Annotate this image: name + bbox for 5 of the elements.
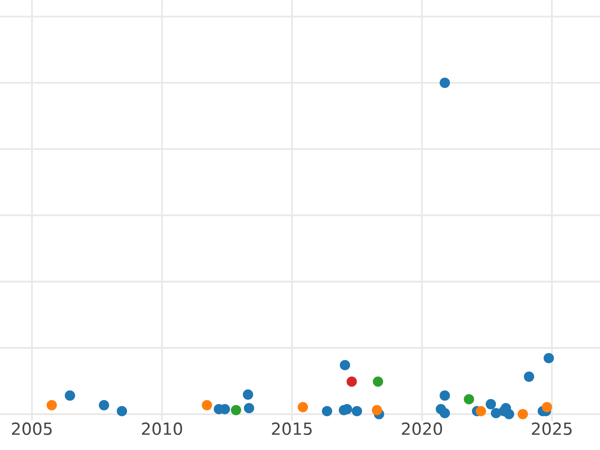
x-tick-label: 2010	[142, 422, 182, 436]
x-tick-label: 2020	[402, 422, 442, 436]
x-tick-label: 2015	[272, 422, 312, 436]
x-tick-label: 2005	[12, 422, 52, 436]
x-tick-label: 2025	[532, 422, 572, 436]
